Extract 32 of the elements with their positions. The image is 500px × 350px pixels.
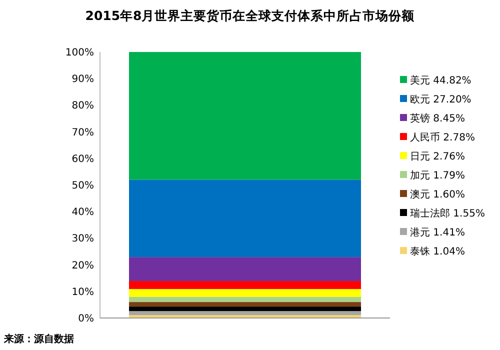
bar: [129, 302, 361, 307]
legend-label: 人民币 2.78%: [410, 132, 475, 144]
bar: [129, 180, 361, 258]
bar: [129, 311, 361, 316]
legend-label: 加元 1.79%: [410, 170, 465, 182]
y-tick-label: 60%: [72, 154, 94, 165]
y-tick-label: 90%: [72, 74, 94, 86]
legend-label: 泰铢 1.04%: [410, 246, 465, 258]
bar: [129, 296, 361, 302]
source-note: 来源：源自数据: [3, 333, 74, 345]
legend-label: 港元 1.41%: [410, 226, 465, 238]
bar: [129, 52, 361, 180]
legend-label: 欧元 27.20%: [410, 94, 472, 106]
legend-label: 日元 2.76%: [410, 152, 465, 162]
chart-title: 2015年8月世界主要货币在全球支付体系中所占市场份额: [85, 8, 416, 23]
y-tick-label: 10%: [72, 286, 94, 298]
bar: [129, 257, 361, 282]
bar: [129, 281, 361, 290]
y-tick-label: 0%: [78, 314, 94, 324]
y-tick-label: 40%: [72, 207, 94, 218]
legend-label: 澳元 1.60%: [410, 188, 465, 200]
y-tick-label: 100%: [65, 48, 94, 58]
y-tick-label: 70%: [72, 127, 94, 138]
legend-label: 美元 44.82%: [410, 74, 472, 86]
bar: [129, 306, 361, 312]
y-tick-label: 50%: [72, 180, 94, 192]
legend-label: 英镑 8.45%: [410, 112, 465, 124]
y-tick-label: 30%: [72, 234, 94, 245]
bar: [129, 289, 361, 297]
legend-label: 瑞士法郎 1.55%: [410, 208, 485, 220]
y-tick-label: 20%: [72, 260, 94, 272]
y-tick-label: 80%: [72, 100, 94, 112]
